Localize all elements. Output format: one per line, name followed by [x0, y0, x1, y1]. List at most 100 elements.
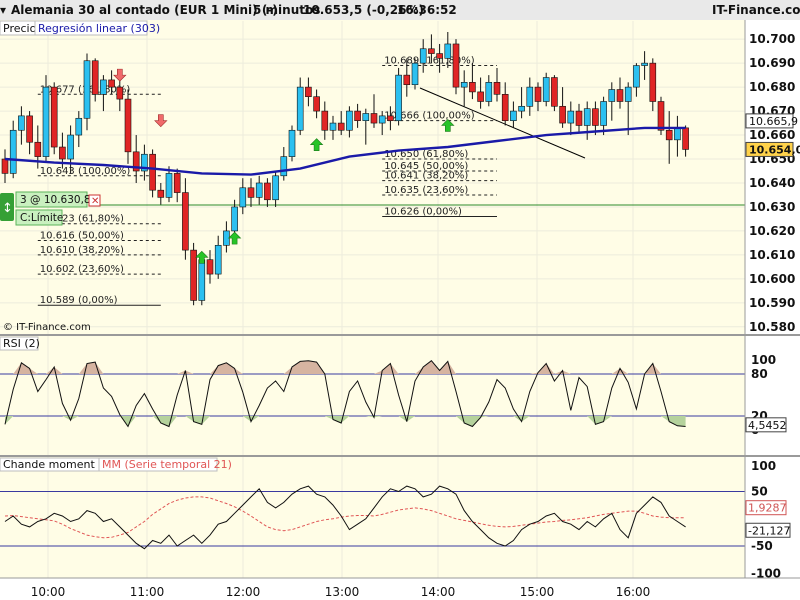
- linear-regression-group: [4, 126, 686, 176]
- trendline[interactable]: [419, 87, 586, 159]
- candle-body-down: [149, 153, 156, 191]
- candle-body-down: [551, 77, 558, 107]
- dropdown-arrow-icon[interactable]: ▾: [0, 3, 7, 17]
- cmo-ma-value: 1,9287: [748, 502, 787, 515]
- sell-arrow-icon: [113, 68, 127, 82]
- candle-body-up: [329, 122, 337, 131]
- fib-level-label: 10.643 (100,00%): [40, 166, 131, 177]
- time-tick-label: 15:00: [520, 585, 555, 599]
- candle-body-up: [526, 86, 534, 107]
- buy-arrow-icon: [309, 138, 324, 151]
- buy-arrow-icon: [441, 119, 455, 132]
- instrument-title: Alemania 30 al contado (EUR 1 Mini) (-): [11, 3, 278, 17]
- price-tab[interactable]: Precio: [3, 22, 37, 35]
- close-icon[interactable]: ✕: [91, 196, 99, 207]
- candle-body-down: [354, 110, 361, 121]
- candle-body-down: [264, 182, 271, 201]
- candle-body-up: [485, 82, 493, 102]
- candle-body-down: [387, 115, 394, 121]
- drawn-trendline[interactable]: [419, 87, 586, 159]
- regression-value-badge: [745, 113, 794, 129]
- sell-arrow-icon: [154, 114, 168, 128]
- cmo-tick-label: 100: [751, 459, 776, 473]
- cmo-ma-value-badge: [745, 500, 787, 516]
- rsi-panel-bg: [0, 336, 745, 455]
- cmo-tab[interactable]: Chande moment (9): [3, 458, 114, 471]
- time-axis-bg: [0, 578, 745, 600]
- candle-body-up: [288, 129, 296, 157]
- candle-body-up: [75, 117, 83, 136]
- order-widget[interactable]: ↕ 3 @ 10.630,8 C:Límite ✕: [0, 191, 101, 226]
- candle-body-up: [67, 134, 74, 160]
- price-tick-label: 10.700: [749, 32, 795, 46]
- rsi-tab-box[interactable]: [0, 336, 39, 351]
- timeframe-label[interactable]: 5 minutos: [253, 3, 321, 17]
- candle-body-down: [34, 141, 42, 157]
- candle-body-down: [91, 60, 99, 95]
- candle-body-down: [428, 48, 435, 54]
- candle-body-up: [633, 65, 640, 88]
- candle-body-up: [165, 173, 173, 198]
- fib-level-label: 10.626 (0,00%): [384, 207, 462, 218]
- candle-body-up: [567, 110, 575, 124]
- updown-arrow-icon[interactable]: ↕: [2, 201, 13, 216]
- candle-body-down: [501, 94, 509, 121]
- candle-body-up: [444, 43, 452, 59]
- candle-body-up: [518, 105, 525, 112]
- candle-body-down: [26, 115, 33, 143]
- candle-body-down: [313, 96, 320, 112]
- candle-body-down: [534, 86, 542, 102]
- candle-body-up: [460, 82, 468, 88]
- candle-body-down: [649, 62, 657, 102]
- order-quantity-box[interactable]: [15, 191, 88, 208]
- candle-body-up: [9, 129, 17, 174]
- cmo-ma-tab-box[interactable]: [98, 457, 218, 472]
- candle-body-up: [362, 113, 370, 121]
- time-tick-label: 14:00: [421, 585, 456, 599]
- last-price-badge: [745, 141, 794, 157]
- time-tick-label: 10:00: [31, 585, 66, 599]
- fib-level-label: 10.666 (100,00%): [384, 111, 475, 122]
- candle-body-down: [559, 105, 566, 124]
- order-drag-handle[interactable]: [0, 193, 14, 221]
- cmo-line: [4, 485, 686, 550]
- candle-body-down: [592, 108, 599, 126]
- candle-body-down: [682, 127, 689, 150]
- candle-body-down: [436, 53, 443, 59]
- candle-body-down: [247, 187, 255, 198]
- order-type-box[interactable]: [15, 209, 63, 226]
- candle-body-down: [59, 146, 66, 160]
- signal-arrows: [113, 68, 455, 264]
- regression-tab[interactable]: Regresión linear (303): [38, 22, 160, 35]
- cancel-order-button[interactable]: [88, 194, 101, 207]
- candle-body-up: [231, 206, 238, 232]
- buy-arrow-icon: [195, 250, 209, 264]
- candle-body-down: [477, 91, 484, 102]
- linear-regression-line: [4, 126, 686, 176]
- cmo-value-badge: [745, 522, 791, 538]
- cmo-moving-average-line: [4, 496, 686, 539]
- price-tick-label: 10.660: [749, 128, 795, 142]
- candle-body-down: [116, 86, 124, 100]
- rsi-tab[interactable]: RSI (2): [3, 337, 40, 350]
- candle-body-down: [337, 122, 345, 131]
- fib-level-label: 10.616 (50,00%): [40, 231, 124, 242]
- time-tick-label: 16:00: [616, 585, 651, 599]
- clock: 16:36:52: [397, 3, 457, 17]
- price-tick-label: 10.600: [749, 272, 795, 286]
- rsi-line: [4, 360, 686, 428]
- fib-level-label: 10.645 (50,00%): [384, 161, 468, 172]
- indicator-tab-box[interactable]: [34, 20, 148, 36]
- candle-body-up: [641, 62, 648, 66]
- candle-body-up: [542, 77, 550, 102]
- price-tick-label: 10.630: [749, 200, 795, 214]
- cmo-ma-tab[interactable]: MM (Serie temporal 21): [102, 458, 232, 471]
- candle-body-up: [214, 245, 222, 275]
- candle-body-down: [206, 259, 214, 275]
- candle-body-up: [608, 89, 616, 102]
- candle-body-up: [255, 182, 263, 198]
- candle-body-up: [600, 101, 607, 126]
- cmo-panel-header: Chande moment (9) MM (Serie temporal 21): [0, 457, 232, 472]
